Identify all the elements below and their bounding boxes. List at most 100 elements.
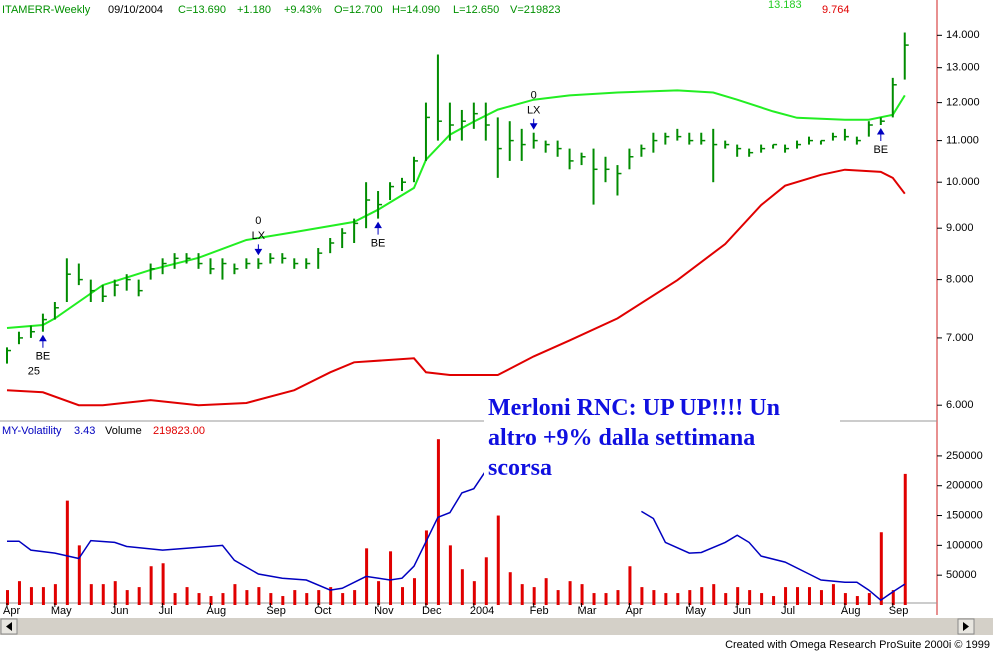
volume-bar <box>293 590 297 605</box>
y-tick-label: 250000 <box>946 450 983 462</box>
volume-bar <box>592 593 596 605</box>
open: O=12.700 <box>334 4 383 16</box>
volume-bar <box>401 587 405 605</box>
volume-bar <box>760 593 764 605</box>
footer: Created with Omega Research ProSuite 200… <box>725 639 990 651</box>
scrollbar[interactable] <box>0 618 993 635</box>
y-tick-label: 8.000 <box>946 274 974 286</box>
y-tick-label: 11.000 <box>946 135 979 147</box>
x-tick-label: Jun <box>111 605 129 617</box>
volume-bar <box>568 581 572 605</box>
y-tick-label: 7.000 <box>946 332 974 344</box>
volume-bar <box>353 590 357 605</box>
y-tick-label: 6.000 <box>946 399 974 411</box>
volume-name: Volume <box>105 425 142 437</box>
volume-bar <box>556 590 560 605</box>
marker-arrow <box>529 118 538 130</box>
marker-label: BE <box>873 144 888 156</box>
volume-bar <box>89 584 93 605</box>
volume-bar <box>424 530 428 605</box>
volume-bar <box>197 593 201 605</box>
volume-bar <box>748 590 752 605</box>
high: H=14.090 <box>392 4 440 16</box>
volume-bar <box>712 584 716 605</box>
y-tick-label: 12.000 <box>946 97 980 109</box>
volume-bar <box>137 587 141 605</box>
volume-bar <box>101 584 105 605</box>
volume-bar <box>484 557 488 605</box>
marker-arrow <box>254 244 263 256</box>
annotation-text: altro +9% dalla settimana <box>488 425 755 451</box>
volume-bar <box>257 587 261 605</box>
volume-bar <box>472 581 476 605</box>
volume-bar <box>29 587 33 605</box>
volume-bar <box>604 593 608 605</box>
scroll-track[interactable] <box>0 618 993 635</box>
volume-bar <box>831 584 835 605</box>
y-tick-label: 150000 <box>946 509 983 521</box>
volume-bar <box>796 587 800 605</box>
marker-label: LX <box>527 105 541 117</box>
volume-bar <box>855 596 859 605</box>
volume-bar <box>879 532 883 605</box>
volume-bar <box>867 593 871 605</box>
volume-bar <box>736 587 740 605</box>
volume-bar <box>65 500 69 605</box>
volume-bar <box>281 596 285 605</box>
volume-bar <box>891 590 895 605</box>
volume-bar <box>377 581 381 605</box>
x-tick-label: May <box>51 605 72 617</box>
volume-bar <box>125 590 129 605</box>
indicator-line <box>7 470 906 602</box>
volume-value: 219823.00 <box>153 425 205 437</box>
volume-bar <box>843 593 847 605</box>
x-tick-label: May <box>685 605 706 617</box>
volume-bar <box>17 581 21 605</box>
volume-bar <box>305 593 309 605</box>
volume-bar <box>41 587 45 605</box>
volume-bar <box>436 439 440 605</box>
volume-bar <box>544 578 548 605</box>
x-tick-label: Jun <box>733 605 751 617</box>
volume-bar <box>448 545 452 605</box>
x-tick-label: Jul <box>781 605 795 617</box>
x-tick-label: Nov <box>374 605 394 617</box>
volume-bar <box>628 566 632 605</box>
volume-bar <box>807 587 811 605</box>
volume-bar <box>341 593 345 605</box>
annotation-box <box>484 390 840 486</box>
volume-bar <box>233 584 237 605</box>
x-tick-label: 2004 <box>470 605 494 617</box>
volume-bar <box>412 578 416 605</box>
volume-bar <box>6 590 9 605</box>
volume: V=219823 <box>510 4 560 16</box>
y-tick-label: 200000 <box>946 480 983 492</box>
marker-label: LX <box>252 230 266 242</box>
volume-bar <box>580 584 584 605</box>
volume-bar <box>819 590 823 605</box>
volume-bar <box>185 587 189 605</box>
marker-note: 0 <box>531 90 537 102</box>
change-pct: +9.43% <box>284 4 322 16</box>
marker-label: BE <box>36 351 51 363</box>
scroll-left-arrow <box>6 622 12 631</box>
volume-bar <box>616 590 620 605</box>
volume-bar <box>269 593 273 605</box>
indicator-name: MY-Volatility <box>2 425 62 437</box>
volume-bar <box>772 596 776 605</box>
marker-arrow <box>374 221 382 235</box>
y-tick-label: 14.000 <box>946 29 980 41</box>
marker-note: 0 <box>255 215 261 227</box>
volume-bar <box>676 593 680 605</box>
volume-bar <box>532 587 536 605</box>
change: +1.180 <box>237 4 271 16</box>
volume-bar <box>460 569 464 605</box>
upper-band: 13.183 <box>768 0 802 11</box>
x-tick-label: Apr <box>625 605 642 617</box>
volume-bar <box>389 551 393 605</box>
volume-bar <box>508 572 512 605</box>
low: L=12.650 <box>453 4 499 16</box>
x-tick-label: Jul <box>159 605 173 617</box>
y-tick-label: 13.000 <box>946 62 980 74</box>
